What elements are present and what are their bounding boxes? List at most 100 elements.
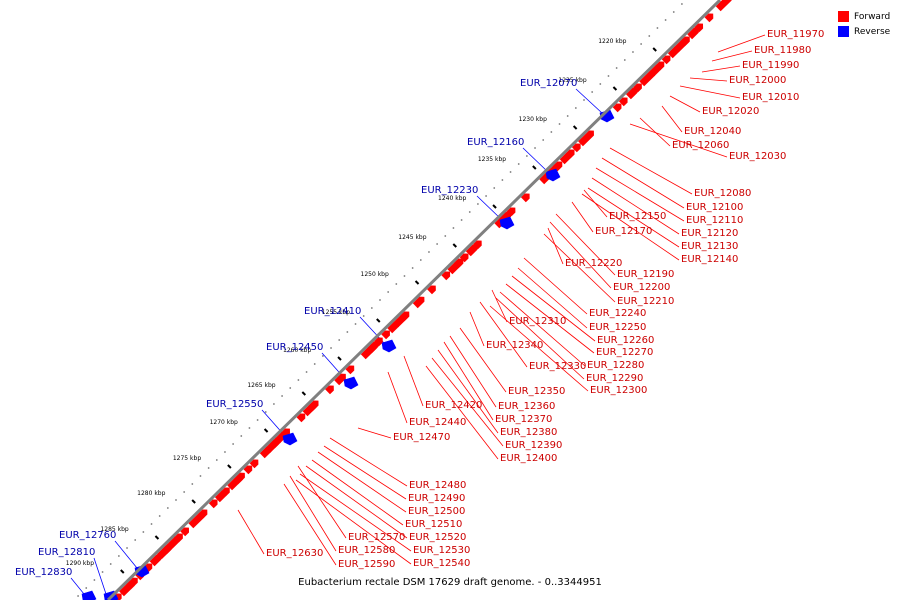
- leader-line: [661, 105, 683, 133]
- legend: Forward Reverse: [838, 9, 890, 39]
- leader-line: [93, 557, 107, 595]
- forward-gene-label: EUR_12520: [409, 532, 466, 543]
- tick-dot: [166, 507, 169, 509]
- forward-gene-arrow: [520, 193, 530, 203]
- forward-gene-label: EUR_12110: [686, 215, 743, 226]
- forward-gene-arrow: [661, 55, 671, 65]
- axis-tick-mark: [376, 318, 381, 323]
- reverse-gene-label: EUR_12450: [266, 342, 323, 353]
- leader-line: [305, 465, 408, 539]
- legend-reverse-label: Reverse: [854, 26, 891, 37]
- tick-dot: [648, 35, 651, 37]
- forward-gene-arrow: [345, 365, 355, 375]
- forward-gene-arrow: [119, 580, 135, 597]
- leader-line: [575, 88, 603, 114]
- leader-line: [443, 341, 494, 421]
- tick-dot: [248, 427, 251, 429]
- axis-tick-label: 1275 kbp: [173, 455, 201, 462]
- forward-gene-arrow: [208, 499, 218, 509]
- forward-gene-arrow: [188, 512, 205, 529]
- tick-dot: [542, 139, 545, 141]
- forward-gene-label: EUR_12260: [597, 335, 654, 346]
- reverse-gene-arrow: [282, 432, 298, 446]
- forward-gene-arrow: [687, 27, 699, 40]
- forward-gene-label: EUR_12100: [686, 202, 743, 213]
- tick-dot: [444, 235, 447, 237]
- legend-forward-label: Forward: [854, 11, 891, 22]
- tick-dot: [207, 467, 210, 469]
- forward-gene-label: EUR_12270: [596, 347, 653, 358]
- tick-dot: [599, 83, 602, 85]
- axis-tick-label: 1220 kbp: [598, 38, 626, 45]
- forward-gene-label: EUR_12390: [505, 440, 562, 451]
- forward-gene-arrow: [180, 527, 190, 537]
- axis-tick-mark: [337, 356, 342, 361]
- forward-gene-label: EUR_12080: [694, 188, 751, 199]
- leader-line: [549, 221, 612, 289]
- forward-gene-label: EUR_12200: [613, 282, 670, 293]
- map-caption: Eubacterium rectale DSM 17629 draft geno…: [298, 577, 602, 588]
- tick-dot: [623, 59, 626, 61]
- tick-dot: [591, 91, 594, 93]
- reverse-gene-label: EUR_12070: [520, 78, 577, 89]
- tick-dot: [452, 227, 455, 229]
- forward-gene-arrow: [381, 330, 390, 340]
- tick-dot: [379, 299, 381, 301]
- reverse-gene-label: EUR_12410: [304, 306, 361, 317]
- tick-dots: [77, 3, 683, 597]
- gene-arrows: [81, 0, 732, 600]
- forward-gene-label: EUR_12310: [509, 316, 566, 327]
- axis-tick-label: 1260 kbp: [283, 347, 311, 354]
- forward-gene-label: EUR_12470: [393, 432, 450, 443]
- forward-gene-arrow: [571, 143, 581, 153]
- leader-line: [323, 445, 407, 500]
- forward-gene-label: EUR_12010: [742, 92, 799, 103]
- forward-gene-label: EUR_12290: [586, 373, 643, 384]
- tick-dot: [681, 3, 683, 5]
- forward-gene-label: EUR_12340: [486, 340, 543, 351]
- forward-gene-label: EUR_12480: [409, 480, 466, 491]
- leader-line: [297, 465, 347, 539]
- forward-gene-label: EUR_12630: [266, 548, 323, 559]
- tick-dot: [632, 51, 634, 53]
- forward-gene-arrow: [459, 253, 469, 263]
- tick-dot: [468, 211, 471, 213]
- forward-gene-arrow: [249, 459, 259, 469]
- forward-gene-label: EUR_12140: [681, 254, 738, 265]
- leader-line: [547, 227, 564, 265]
- tick-dot: [419, 259, 422, 261]
- tick-dot: [175, 499, 177, 501]
- reverse-gene-arrow: [81, 590, 97, 600]
- tick-dot: [550, 131, 553, 133]
- tick-dot: [256, 419, 259, 421]
- forward-gene-arrow: [243, 465, 253, 475]
- forward-gene-arrow: [387, 321, 399, 334]
- reverse-gene-label: EUR_12810: [38, 547, 95, 558]
- tick-dot: [313, 363, 316, 365]
- axis-tick-mark: [154, 535, 160, 540]
- tick-dot: [240, 435, 243, 437]
- leader-line: [425, 365, 499, 460]
- forward-gene-arrow: [259, 446, 272, 459]
- leader-line: [70, 577, 85, 595]
- forward-gene-arrow: [441, 271, 451, 281]
- legend-reverse: Reverse: [838, 24, 890, 39]
- forward-gene-label: EUR_12120: [681, 228, 738, 239]
- leader-line: [469, 311, 485, 347]
- leader-line: [555, 213, 616, 276]
- axis-tick-label: 1250 kbp: [361, 271, 389, 278]
- tick-dot: [346, 331, 349, 333]
- tick-dot: [109, 563, 112, 565]
- leader-line: [523, 257, 588, 315]
- label-leader-lines: [70, 34, 766, 595]
- axis-tick-label: 1225 kbp: [558, 77, 586, 84]
- tick-dot: [134, 539, 137, 541]
- forward-gene-label: EUR_12360: [498, 401, 555, 412]
- tick-dot: [273, 403, 275, 405]
- leader-line: [311, 459, 404, 526]
- leader-line: [609, 147, 693, 195]
- forward-gene-label: EUR_12510: [405, 519, 462, 530]
- forward-gene-label: EUR_12350: [508, 386, 565, 397]
- reverse-gene-label: EUR_12230: [421, 185, 478, 196]
